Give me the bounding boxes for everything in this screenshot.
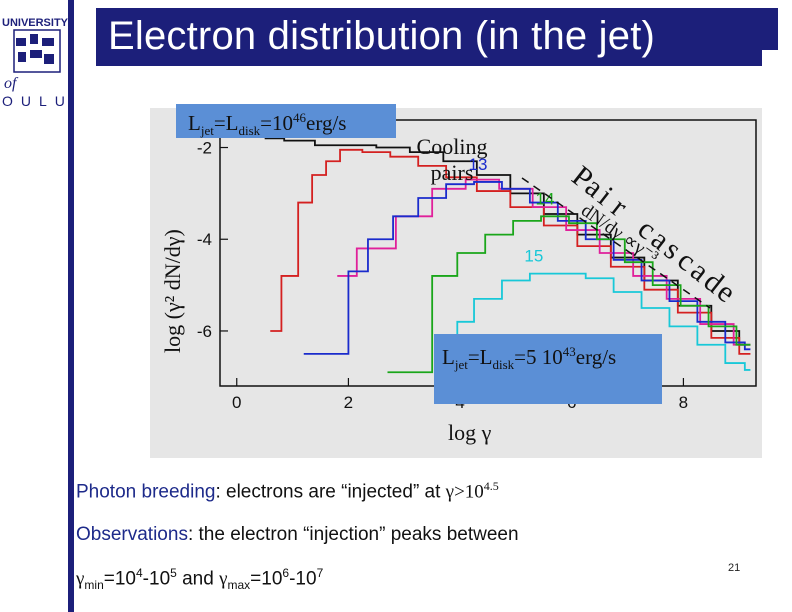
electron-distribution-chart: 1112131415 02468-2-4-6 log γ log (γ² dN/… — [160, 111, 757, 445]
y-tick-label: -6 — [197, 322, 212, 341]
gamma-min-eq: =10 — [103, 568, 136, 590]
photon-breeding-exp: 4.5 — [483, 479, 499, 493]
university-logo-graphic: UNIVERSITY of OULU — [2, 17, 69, 109]
series-label: 14 — [536, 189, 555, 208]
lum-high-sub-jet: jet — [200, 123, 214, 139]
photon-breeding-rest: : electrons are “injected” at — [215, 481, 446, 503]
gamma-max-exp1: 6 — [282, 566, 290, 580]
lum-high-exp: 46 — [293, 110, 307, 125]
lum-low-eq: =5 10 — [514, 345, 563, 369]
and-word: and — [176, 568, 220, 590]
series-line — [303, 181, 751, 355]
lum-low-exp: 43 — [562, 344, 576, 359]
gamma-max-eq: =10 — [250, 568, 283, 590]
title-bar: Electron distribution (in the jet) — [96, 8, 778, 66]
logo-word-oulu: OULU — [2, 93, 68, 108]
slide-title: Electron distribution (in the jet) — [108, 14, 656, 58]
gamma-max-exp2: 7 — [316, 566, 324, 580]
observations-rest: : the electron “injection” peaks between — [187, 524, 519, 545]
photon-breeding-line: Photon breeding: electrons are “injected… — [76, 479, 499, 503]
photon-breeding-term: Photon breeding — [76, 481, 216, 503]
gamma-min-dash: -10 — [142, 568, 171, 590]
left-accent-bar — [68, 0, 74, 612]
university-logo: UNIVERSITY of OULU — [0, 8, 69, 109]
gamma-max-symbol: γ — [219, 568, 228, 590]
lum-high-prefix: L — [188, 111, 201, 135]
gamma-max-dash: -10 — [289, 568, 317, 590]
page-number: 21 — [728, 562, 741, 574]
y-axis-label: log (γ² dN/dγ) — [160, 229, 185, 353]
y-tick-label: -2 — [197, 139, 212, 158]
gamma-min-symbol: γ — [76, 568, 85, 590]
lum-low-prefix: L — [442, 345, 455, 369]
lum-low-sub-disk: disk — [492, 357, 515, 373]
series-line — [270, 148, 751, 355]
gamma-min-exp1: 4 — [135, 566, 143, 580]
logo-word-of: of — [4, 75, 19, 92]
lum-high-sub-disk: disk — [238, 123, 261, 139]
x-axis-label: log γ — [448, 420, 492, 445]
x-tick-label: 0 — [232, 393, 241, 412]
series-label: 15 — [524, 247, 543, 266]
lum-low-unit: erg/s — [575, 345, 617, 369]
logo-word-university: UNIVERSITY — [2, 17, 68, 29]
lum-high-mid: =L — [213, 111, 239, 135]
x-tick-label: 2 — [344, 393, 353, 412]
luminosity-label-high: Ljet=Ldisk=1046erg/s — [176, 104, 396, 138]
series-line — [454, 272, 751, 387]
cooling-label: Cooling — [416, 134, 488, 159]
x-tick-label: 8 — [679, 393, 688, 412]
gamma-min-sub: min — [84, 578, 104, 593]
observations-term: Observations — [76, 524, 188, 545]
lum-low-sub-jet: jet — [454, 357, 468, 373]
slope-reference-line — [521, 177, 711, 309]
series-line — [387, 215, 751, 374]
y-tick-label: -4 — [197, 230, 212, 249]
photon-breeding-gamma: γ>10 — [445, 481, 484, 503]
series-label: 13 — [469, 155, 488, 174]
lum-high-eq: =10 — [260, 111, 294, 135]
gamma-range-line: γmin=104-105 and γmax=106-107 — [76, 566, 323, 592]
lum-high-unit: erg/s — [306, 111, 347, 135]
luminosity-label-low: Ljet=Ldisk=5 1043erg/s — [434, 334, 662, 404]
title-corner-decoration — [760, 48, 778, 66]
pairs-label: pairs — [430, 160, 474, 185]
lum-low-mid: =L — [467, 345, 493, 369]
gamma-max-sub: max — [227, 578, 251, 593]
cooling-pairs-note: Cooling pairs — [404, 134, 500, 186]
gamma-min-exp2: 5 — [170, 566, 177, 580]
observations-line: Observations: the electron “injection” p… — [76, 524, 519, 546]
